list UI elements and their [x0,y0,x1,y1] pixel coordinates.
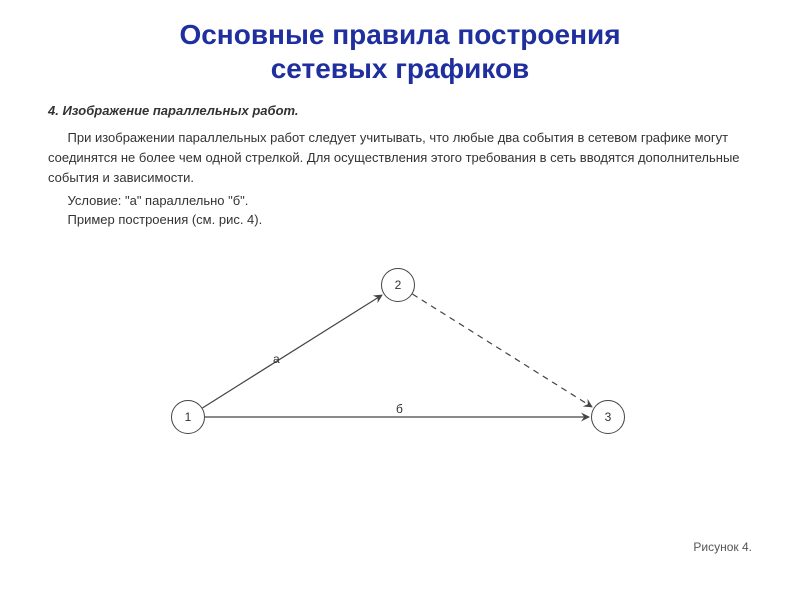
network-diagram: а б 1 2 3 [48,237,748,457]
example-line: Пример построения (см. рис. 4). [48,212,752,227]
section-subheading: 4. Изображение параллельных работ. [48,103,752,118]
node-1: 1 [171,400,205,434]
edge-label-б: б [396,402,403,416]
slide: Основные правила построения сетевых граф… [0,0,800,600]
node-3: 3 [591,400,625,434]
edge-label-а: а [273,352,280,366]
paragraph: При изображении параллельных работ следу… [48,128,752,188]
node-2: 2 [381,268,415,302]
slide-title: Основные правила построения сетевых граф… [48,18,752,85]
edge-2-3 [412,294,592,407]
condition-line: Условие: "а" параллельно "б". [48,193,752,208]
figure-caption: Рисунок 4. [693,540,752,554]
edge-1-2 [202,295,382,408]
title-line-1: Основные правила построения [179,19,620,50]
title-line-2: сетевых графиков [271,53,530,84]
